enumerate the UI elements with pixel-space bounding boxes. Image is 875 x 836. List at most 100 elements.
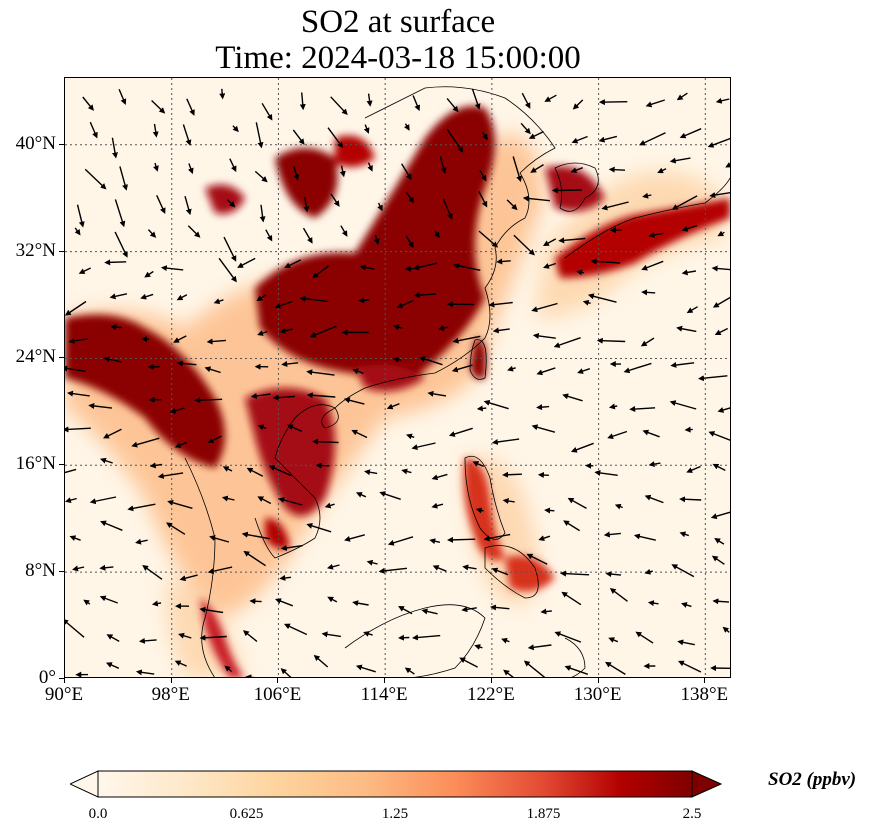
lon-tick-mark [277, 678, 279, 683]
wind-arrow [366, 93, 373, 107]
wind-arrow [169, 407, 185, 414]
wind-arrow [364, 469, 378, 476]
wind-arrow [413, 262, 438, 271]
wind-arrow [232, 125, 239, 133]
wind-arrow [106, 634, 120, 643]
wind-arrow [218, 257, 237, 283]
wind-arrow [474, 644, 483, 650]
lat-tick-mark [59, 464, 64, 466]
wind-arrow [715, 97, 730, 104]
wind-arrow [363, 631, 373, 637]
wind-arrow [502, 498, 515, 504]
wind-arrow [684, 426, 693, 433]
wind-arrow [503, 669, 514, 677]
wind-arrow [671, 195, 698, 210]
wind-arrow [669, 157, 691, 164]
wind-arrow [707, 137, 730, 148]
lat-tick-label: 40°N [15, 132, 56, 154]
wind-arrow [352, 600, 369, 607]
wind-arrow [65, 497, 77, 504]
wind-arrow [367, 162, 373, 172]
wind-arrow [89, 496, 117, 505]
wind-arrow [419, 356, 443, 366]
lat-tick-mark [59, 678, 64, 679]
wind-arrow [65, 300, 87, 316]
wind-arrow [88, 402, 113, 409]
wind-arrow [462, 564, 477, 571]
wind-arrow [257, 496, 272, 505]
wind-arrow [279, 327, 294, 334]
wind-arrow [111, 137, 118, 159]
wind-arrow [481, 131, 488, 141]
wind-arrow [679, 496, 702, 503]
wind-arrow [647, 600, 659, 607]
wind-arrow [483, 399, 509, 410]
wind-arrow [176, 294, 188, 301]
wind-arrow [563, 520, 580, 532]
wind-arrow [528, 130, 544, 139]
wind-arrow [226, 199, 236, 208]
wind-arrow [147, 229, 157, 238]
wind-arrow [598, 99, 628, 106]
wind-arrow [363, 124, 370, 134]
wind-arrow [717, 407, 730, 413]
wind-arrow [536, 367, 556, 376]
wind-arrow [256, 294, 267, 302]
wind-arrow [708, 431, 730, 441]
lon-tick-label: 106°E [253, 684, 302, 705]
wind-arrow [224, 665, 233, 673]
wind-arrow [339, 165, 346, 178]
wind-arrow [657, 167, 667, 174]
wind-arrow [537, 472, 549, 479]
wind-arrow [398, 606, 413, 615]
lon-tick-label: 130°E [573, 684, 622, 705]
wind-arrow [678, 660, 702, 673]
wind-arrow [413, 292, 437, 299]
wind-arrow [478, 191, 488, 208]
wind-arrow [100, 457, 113, 464]
wind-arrow [526, 553, 548, 565]
lon-tick-label: 90°E [44, 684, 84, 705]
wind-arrow [78, 267, 92, 274]
wind-arrow [635, 631, 654, 644]
wind-arrow [644, 568, 653, 575]
wind-arrow [439, 156, 447, 174]
wind-arrow [144, 270, 154, 278]
wind-arrow [118, 89, 127, 105]
lon-tick-mark [170, 678, 172, 683]
wind-arrow [142, 565, 163, 580]
lon-tick-label: 122°E [467, 684, 515, 705]
wind-arrow [249, 598, 262, 605]
wind-arrow [174, 660, 187, 667]
wind-arrow [551, 187, 582, 194]
colorbar-tick-label: 0.625 [229, 806, 264, 822]
wind-arrow [437, 325, 449, 331]
wind-arrow [512, 156, 523, 183]
wind-arrow [471, 88, 481, 110]
colorbar-tick-label: 1.875 [526, 806, 561, 822]
lon-tick-label: 138°E [680, 684, 729, 705]
wind-arrow [543, 262, 557, 269]
wind-arrow [68, 338, 89, 344]
lat-tick-label: 8°N [25, 560, 56, 582]
wind-arrow [604, 661, 626, 675]
wind-arrow [105, 662, 120, 669]
wind-arrow [453, 263, 481, 271]
wind-arrow [237, 257, 256, 268]
wind-arrow [607, 430, 628, 440]
wind-arrow [76, 204, 85, 228]
wind-arrow [570, 167, 583, 173]
wind-arrow [293, 166, 300, 181]
wind-arrow [326, 563, 340, 570]
wind-arrow [404, 667, 415, 675]
wind-arrow [488, 301, 513, 308]
wind-arrow [378, 567, 407, 574]
wind-arrow [429, 538, 441, 545]
wind-arrow [603, 531, 621, 538]
wind-arrow [401, 468, 412, 475]
lat-tick-mark [59, 571, 64, 573]
wind-arrow [677, 639, 695, 646]
wind-arrow [306, 369, 335, 376]
wind-arrow [387, 536, 414, 546]
colorbar-tick-label: 0.0 [88, 806, 108, 822]
